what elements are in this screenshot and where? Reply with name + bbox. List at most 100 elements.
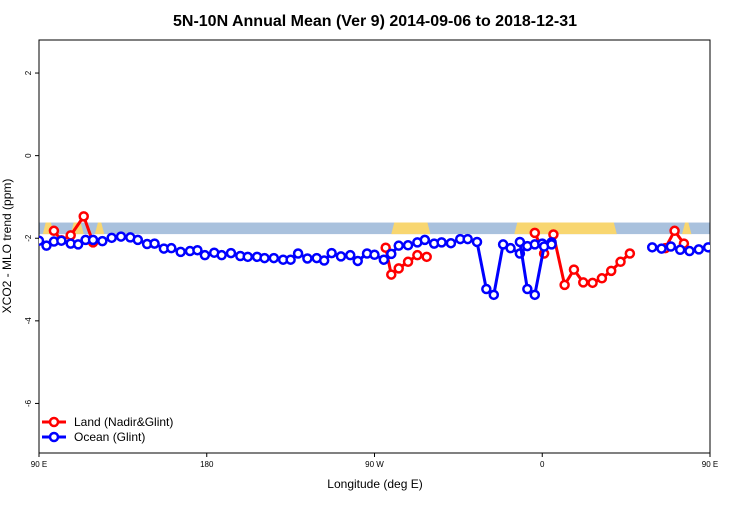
- data-point: [669, 225, 680, 237]
- y-tick-label: -4: [24, 317, 33, 325]
- x-tick-label: 180: [200, 460, 214, 469]
- data-point: [514, 236, 526, 248]
- data-point: [318, 255, 330, 266]
- data-point: [115, 231, 127, 242]
- data-point: [166, 242, 177, 254]
- data-point: [65, 230, 76, 241]
- data-point: [335, 251, 347, 262]
- data-point: [656, 243, 667, 254]
- legend-marker: [48, 431, 60, 443]
- data-point: [199, 249, 211, 261]
- data-point: [529, 289, 541, 301]
- data-point: [568, 264, 580, 275]
- data-point: [345, 249, 356, 261]
- data-point: [259, 252, 270, 264]
- data-point: [421, 251, 432, 263]
- land-ocean-band: [39, 222, 710, 235]
- x-axis: 90 E 180 90 W 0 90 E: [31, 453, 718, 469]
- data-point: [48, 225, 60, 237]
- data-point: [225, 247, 237, 259]
- data-point: [723, 246, 731, 254]
- data-point: [386, 248, 397, 260]
- legend-label: Ocean (Glint): [74, 430, 145, 444]
- data-point: [402, 240, 414, 251]
- ocean-band: [39, 222, 710, 235]
- data-point: [402, 256, 414, 268]
- data-point: [369, 249, 380, 261]
- x-tick-label: 90 E: [702, 460, 718, 469]
- data-point: [546, 239, 557, 250]
- land-band-segment-3: [391, 222, 431, 235]
- data-point: [587, 277, 598, 289]
- data-point: [72, 239, 84, 250]
- data-point: [596, 273, 608, 284]
- data-point: [192, 244, 203, 256]
- data-point: [624, 248, 636, 259]
- x-tick-label: 90 W: [365, 460, 384, 469]
- data-point: [242, 251, 254, 263]
- data-point: [488, 289, 500, 301]
- data-point: [462, 233, 473, 245]
- data-point: [481, 283, 492, 295]
- data-point: [378, 254, 390, 265]
- data-point: [352, 255, 363, 267]
- legend: Land (Nadir&Glint)Ocean (Glint): [42, 415, 173, 444]
- data-point: [380, 242, 391, 253]
- data-point: [39, 235, 45, 246]
- series-layer: [39, 211, 749, 301]
- land-band-segment-2: [94, 222, 105, 235]
- data-point: [615, 256, 626, 268]
- legend-label: Land (Nadir&Glint): [74, 415, 173, 429]
- y-tick-label: 0: [24, 153, 33, 158]
- data-point: [419, 234, 431, 246]
- data-point: [684, 245, 695, 257]
- data-point: [393, 240, 404, 251]
- data-point: [646, 242, 658, 253]
- data-point: [216, 249, 227, 261]
- data-point: [522, 283, 533, 295]
- legend-marker: [48, 416, 60, 428]
- data-point: [412, 249, 423, 261]
- data-point: [292, 248, 304, 259]
- data-point: [386, 269, 397, 280]
- data-point: [56, 235, 67, 246]
- x-tick-label: 0: [540, 460, 545, 469]
- data-point: [106, 232, 117, 244]
- y-axis-label: XCO2 - MLO trend (ppm): [0, 179, 14, 314]
- data-point: [149, 238, 160, 249]
- chart-title: 5N-10N Annual Mean (Ver 9) 2014-09-06 to…: [173, 13, 577, 30]
- data-point: [732, 242, 740, 250]
- land-band-segment-5: [682, 222, 692, 235]
- data-point: [393, 263, 404, 274]
- y-tick-label: -6: [24, 399, 33, 407]
- data-point: [529, 227, 541, 239]
- land-band-segment-4: [514, 222, 617, 235]
- data-point: [713, 242, 721, 250]
- data-point: [693, 244, 705, 255]
- data-point: [326, 247, 337, 259]
- x-axis-label: Longitude (deg E): [327, 477, 422, 491]
- data-point: [605, 265, 617, 277]
- data-point: [702, 242, 710, 253]
- data-point: [559, 279, 570, 291]
- data-point: [132, 234, 144, 246]
- data-point: [285, 254, 296, 265]
- series-ocean: [39, 231, 749, 301]
- data-point: [505, 242, 516, 254]
- plot-frame: [38, 39, 711, 454]
- data-point: [175, 246, 186, 258]
- data-point: [78, 211, 89, 222]
- data-point: [741, 240, 749, 248]
- data-point: [674, 244, 686, 256]
- data-point: [445, 237, 457, 249]
- data-point: [41, 240, 52, 251]
- data-point: [665, 241, 677, 252]
- data-point: [268, 252, 280, 264]
- data-point: [578, 277, 589, 288]
- data-point: [87, 234, 99, 246]
- data-point: [471, 236, 483, 248]
- y-axis: -6 -4 -2 0 2: [24, 70, 39, 407]
- x-tick-label: 90 E: [31, 460, 47, 469]
